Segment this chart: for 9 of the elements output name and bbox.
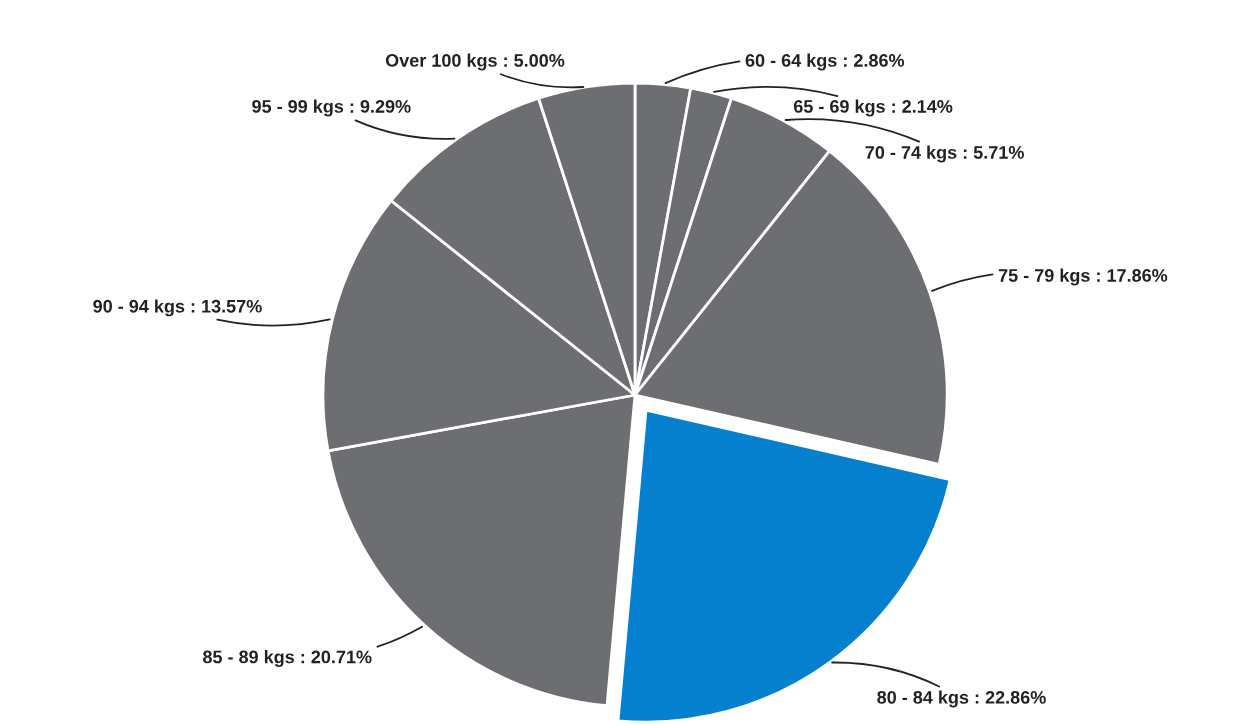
slice-label: 95 - 99 kgs : 9.29%: [252, 99, 411, 117]
slice-label: Over 100 kgs : 5.00%: [385, 53, 565, 71]
slice-label: 60 - 64 kgs : 2.86%: [745, 53, 905, 71]
slice-label: 70 - 74 kgs : 5.71%: [865, 145, 1024, 163]
slice-label: 80 - 84 kgs : 22.86%: [877, 690, 1046, 708]
slice-label: 85 - 89 kgs : 20.71%: [203, 650, 372, 667]
slice-label: 75 - 79 kgs : 17.86%: [998, 268, 1168, 286]
slice-label: 65 - 69 kgs : 2.14%: [793, 99, 953, 117]
slice-label: 90 - 94 kgs : 13.57%: [93, 299, 262, 317]
